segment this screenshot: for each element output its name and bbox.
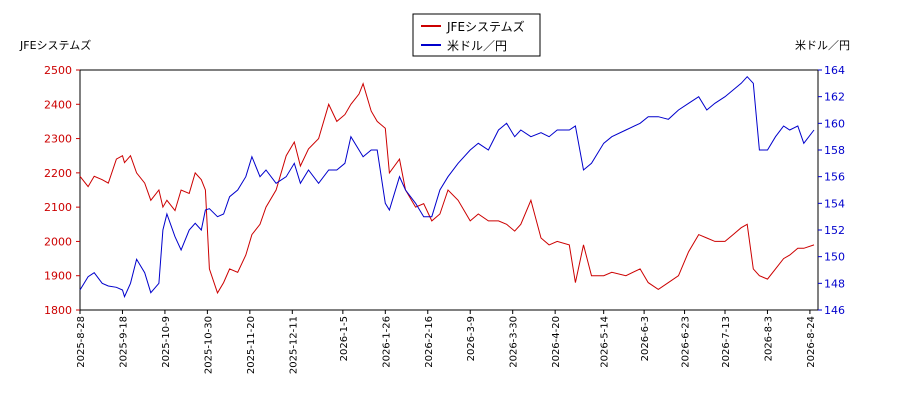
x-tick-label: 2026-7-13 [721, 316, 732, 368]
y-tick-label: 2400 [44, 98, 72, 111]
y-tick-label: 2000 [44, 235, 72, 248]
x-tick-label: 2025-8-28 [76, 316, 87, 368]
x-tick-label: 2026-2-16 [424, 316, 435, 368]
y-tick-label: 1900 [44, 270, 72, 283]
y2-tick-label: 156 [824, 171, 845, 184]
y-tick-label: 2100 [44, 201, 72, 214]
y2-tick-label: 164 [824, 64, 845, 77]
x-tick-label: 2025-9-18 [118, 316, 129, 368]
x-tick-label: 2025-10-30 [203, 316, 214, 374]
x-tick-label: 2026-1-5 [339, 316, 350, 361]
y-tick-label: 2500 [44, 64, 72, 77]
x-tick-label: 2025-12-11 [288, 316, 299, 374]
y2-tick-label: 148 [824, 277, 845, 290]
x-tick-label: 2026-3-9 [466, 316, 477, 361]
y2-axis-label: 米ドル／円 [795, 39, 850, 52]
x-tick-label: 2026-6-3 [640, 316, 651, 361]
legend-box [412, 13, 541, 57]
series-line [79, 75, 815, 299]
x-tick-label: 2026-8-24 [806, 316, 817, 368]
legend-label: JFEシステムズ [446, 19, 525, 34]
y2-tick-label: 152 [824, 224, 845, 237]
y2-tick-label: 160 [824, 117, 845, 130]
y-tick-label: 2300 [44, 133, 72, 146]
y-axis-label: JFEシステムズ [19, 38, 91, 52]
x-tick-label: 2025-10-9 [161, 316, 172, 368]
y2-tick-label: 154 [824, 197, 845, 210]
y-tick-label: 1800 [44, 304, 72, 317]
y2-tick-label: 150 [824, 251, 845, 264]
series-line [79, 82, 815, 295]
y2-tick-label: 158 [824, 144, 845, 157]
legend-label: 米ドル／円 [447, 39, 507, 53]
y-tick-label: 2200 [44, 167, 72, 180]
x-tick-label: 2026-1-26 [381, 316, 392, 368]
x-tick-label: 2025-11-20 [246, 316, 257, 374]
x-tick-label: 2026-6-23 [681, 316, 692, 368]
y2-tick-label: 146 [824, 304, 845, 317]
y2-tick-label: 162 [824, 91, 845, 104]
x-tick-label: 2026-4-20 [551, 316, 562, 368]
x-tick-label: 2026-5-14 [600, 316, 611, 368]
x-tick-label: 2026-3-30 [509, 316, 520, 368]
plot-area [79, 69, 819, 311]
x-tick-label: 2026-8-3 [763, 316, 774, 361]
